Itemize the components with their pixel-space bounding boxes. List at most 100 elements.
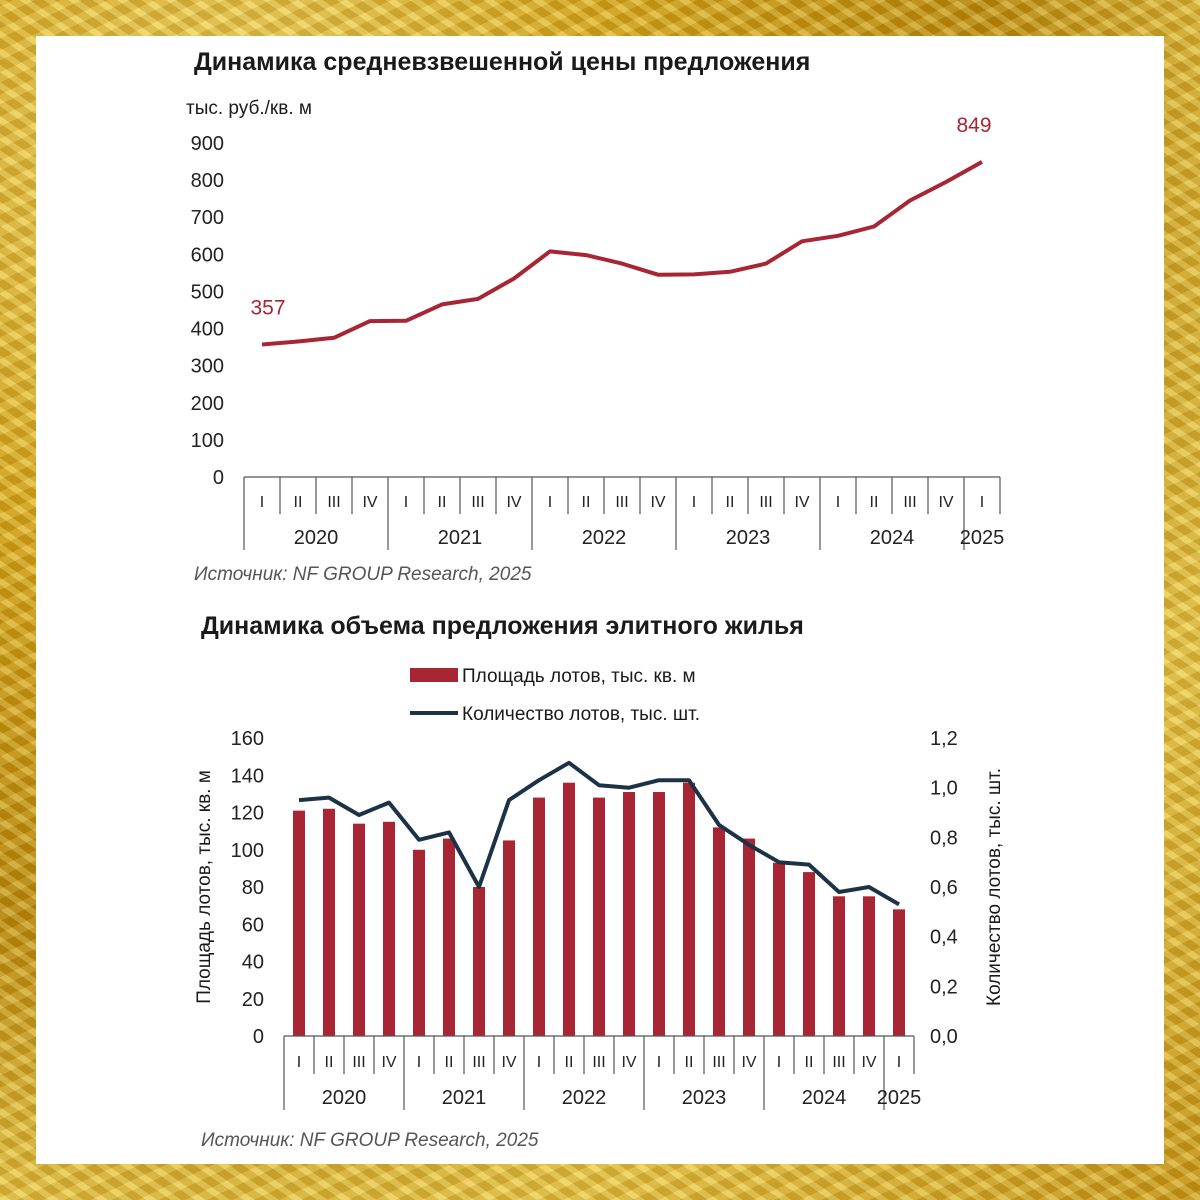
year-label: 2020 (294, 527, 339, 549)
y-tick-label: 500 (191, 281, 224, 303)
y-axis-title: Площадь лотов, тыс. кв. м (194, 770, 215, 1004)
price-line (261, 160, 983, 347)
year-label: 2024 (870, 527, 915, 549)
y-tick-label: 80 (242, 877, 264, 899)
area-bar (803, 872, 815, 1036)
y-tick-label: 20 (242, 989, 264, 1011)
quarter-label: II (582, 494, 591, 511)
quarter-label: I (404, 494, 408, 511)
quarter-label: IV (381, 1054, 396, 1071)
price-end-label: 849 (956, 114, 991, 137)
legend-swatch-area (410, 668, 458, 682)
y-tick-label: 300 (191, 356, 224, 378)
y-tick-label: 60 (242, 914, 264, 936)
quarter-label: II (870, 494, 879, 511)
area-bar (563, 782, 575, 1036)
y-tick-label: 800 (191, 170, 224, 192)
quarter-label: I (417, 1054, 421, 1071)
quarter-label: IV (621, 1054, 636, 1071)
year-label: 2025 (960, 527, 1005, 549)
quarter-label: II (685, 1054, 694, 1071)
y-tick-label: 0 (253, 1026, 264, 1048)
year-label: 2022 (582, 527, 627, 549)
legend-label-count: Количество лотов, тыс. шт. (462, 704, 700, 725)
area-bar (413, 849, 425, 1036)
quarter-label: I (980, 494, 984, 511)
area-bar (443, 838, 455, 1036)
area-bar (653, 792, 665, 1036)
year-label: 2023 (682, 1087, 727, 1109)
y-tick-label: 40 (242, 952, 264, 974)
quarter-label: I (777, 1054, 781, 1071)
quarter-label: III (471, 494, 484, 511)
quarter-label: II (805, 1054, 814, 1071)
y2-tick-label: 1,0 (930, 778, 958, 800)
quarter-label: II (565, 1054, 574, 1071)
area-bar (383, 821, 395, 1036)
area-bar (893, 909, 905, 1036)
quarter-label: II (438, 494, 447, 511)
quarter-label: IV (650, 494, 665, 511)
area-bar (593, 797, 605, 1036)
quarter-label: IV (794, 494, 809, 511)
year-label: 2020 (322, 1087, 367, 1109)
area-bar (323, 808, 335, 1036)
area-bar (353, 823, 365, 1036)
y2-tick-label: 0,2 (930, 976, 958, 998)
chart2-title: Динамика объема предложения элитного жил… (201, 612, 804, 640)
quarter-label: I (692, 494, 696, 511)
year-label: 2022 (562, 1087, 607, 1109)
quarter-label: III (352, 1054, 365, 1071)
chart1-title: Динамика средневзвешенной цены предложен… (194, 48, 810, 76)
y-tick-label: 160 (231, 728, 264, 750)
quarter-label: III (327, 494, 340, 511)
quarter-label: III (712, 1054, 725, 1071)
year-label: 2023 (726, 527, 771, 549)
quarter-label: III (903, 494, 916, 511)
area-bar (743, 838, 755, 1036)
y2-tick-label: 0,0 (930, 1026, 958, 1048)
quarter-label: I (260, 494, 264, 511)
y-tick-label: 700 (191, 207, 224, 229)
y2-tick-label: 1,2 (930, 728, 958, 750)
y-tick-label: 100 (191, 430, 224, 452)
y2-axis-title: Количество лотов, тыс. шт. (984, 768, 1005, 1006)
quarter-label: III (759, 494, 772, 511)
y2-tick-label: 0,4 (930, 927, 958, 949)
y-tick-label: 200 (191, 393, 224, 415)
y-tick-label: 600 (191, 244, 224, 266)
quarter-label: IV (861, 1054, 876, 1071)
y2-tick-label: 0,8 (930, 827, 958, 849)
quarter-label: IV (741, 1054, 756, 1071)
y-tick-label: 100 (231, 840, 264, 862)
area-bar (533, 797, 545, 1036)
y-tick-label: 900 (191, 133, 224, 155)
quarter-label: I (537, 1054, 541, 1071)
year-label: 2021 (442, 1087, 487, 1109)
price-start-label: 357 (250, 297, 285, 320)
area-bar (503, 840, 515, 1036)
quarter-label: IV (362, 494, 377, 511)
quarter-label: III (592, 1054, 605, 1071)
area-bar (713, 827, 725, 1036)
quarter-label: IV (501, 1054, 516, 1071)
quarter-label: II (325, 1054, 334, 1071)
quarter-label: III (472, 1054, 485, 1071)
area-bar (863, 896, 875, 1036)
year-label: 2024 (802, 1087, 847, 1109)
area-bar (773, 862, 785, 1036)
year-label: 2021 (438, 527, 483, 549)
quarter-label: II (294, 494, 303, 511)
quarter-label: I (657, 1054, 661, 1071)
quarter-label: I (297, 1054, 301, 1071)
y-tick-label: 400 (191, 319, 224, 341)
quarter-label: III (832, 1054, 845, 1071)
year-label: 2025 (877, 1087, 922, 1109)
chart1-y-unit: тыс. руб./кв. м (186, 98, 312, 119)
area-bar (293, 810, 305, 1036)
quarter-label: I (897, 1054, 901, 1071)
chart2-source: Источник: NF GROUP Research, 2025 (201, 1130, 539, 1151)
chart-card: Динамика средневзвешенной цены предложен… (36, 36, 1164, 1164)
y-tick-label: 120 (231, 803, 264, 825)
chart1-source: Источник: NF GROUP Research, 2025 (194, 564, 532, 585)
